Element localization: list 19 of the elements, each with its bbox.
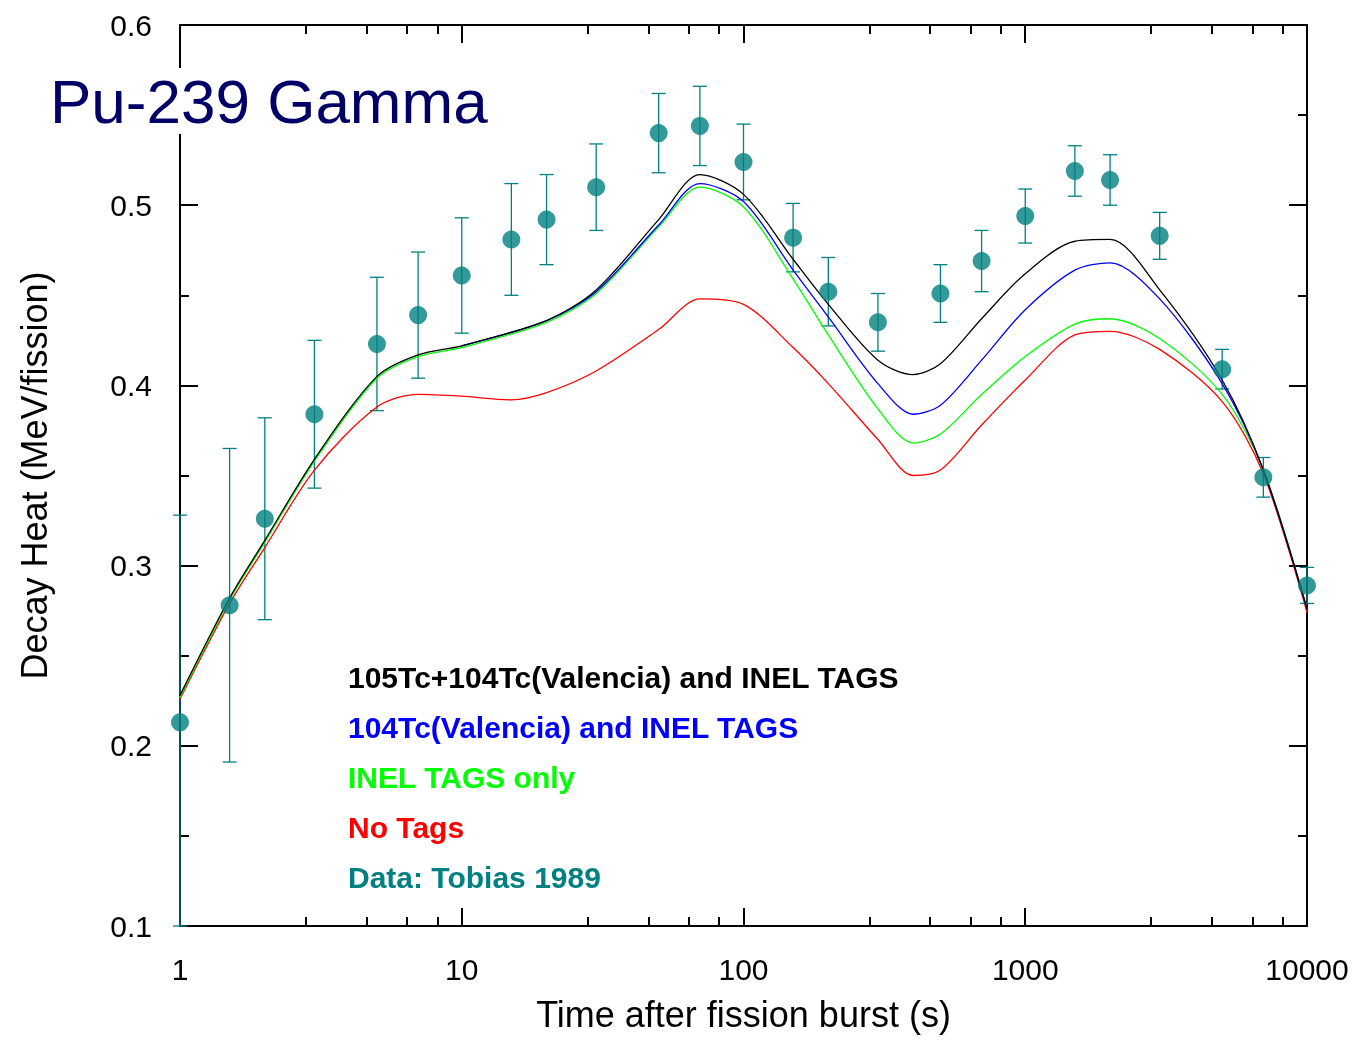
text: Pu-239 Gamma — [50, 66, 489, 136]
y-tick-label: 0.2 — [110, 729, 152, 763]
y-tick-label: 0.1 — [110, 909, 152, 943]
text: 104Tc(Valencia) and INEL TAGS — [348, 710, 799, 744]
y-tick-label: 0.5 — [110, 188, 152, 222]
text: INEL TAGS only — [348, 760, 576, 794]
y-tick-label: 0.4 — [110, 368, 152, 402]
y-tick-label: 0.6 — [110, 8, 152, 42]
x-tick-label: 100 — [718, 952, 769, 986]
y-axis-title: Decay Heat (MeV/fission) — [13, 271, 55, 680]
x-tick-label: 10000 — [1265, 952, 1349, 986]
text: Data: Tobias 1989 — [348, 860, 601, 894]
x-axis-title: Time after fission burst (s) — [536, 993, 951, 1035]
y-tick-label: 0.3 — [110, 549, 152, 583]
x-tick-label: 10 — [445, 952, 479, 986]
text: No Tags — [348, 810, 465, 844]
x-tick-label: 1000 — [991, 952, 1059, 986]
text: 105Tc+104Tc(Valencia) and INEL TAGS — [348, 660, 899, 694]
x-tick-label: 1 — [171, 952, 189, 986]
